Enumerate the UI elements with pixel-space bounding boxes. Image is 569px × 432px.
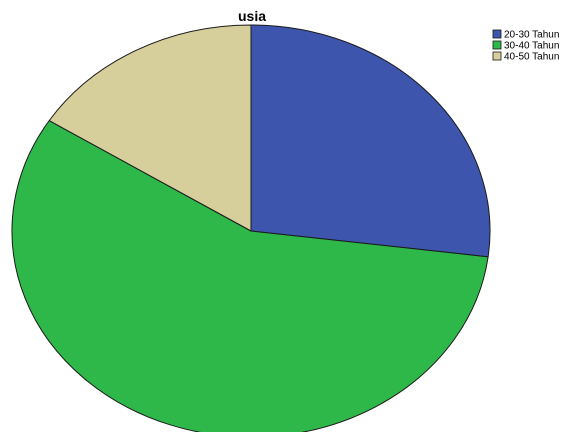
pie-slice-40-50-tahun [48,24,252,232]
legend-swatch [492,29,502,39]
legend-swatch [492,40,502,50]
legend-swatch [492,51,502,61]
chart-title: usia [238,8,266,24]
pie-slice-20-30-tahun [250,24,491,258]
pie-slices [11,24,491,432]
legend-label: 30-40 Tahun [504,41,559,52]
legend-label: 20-30 Tahun [504,30,559,41]
legend-label: 40-50 Tahun [504,52,559,63]
pie-slice-30-40-tahun [11,120,489,432]
